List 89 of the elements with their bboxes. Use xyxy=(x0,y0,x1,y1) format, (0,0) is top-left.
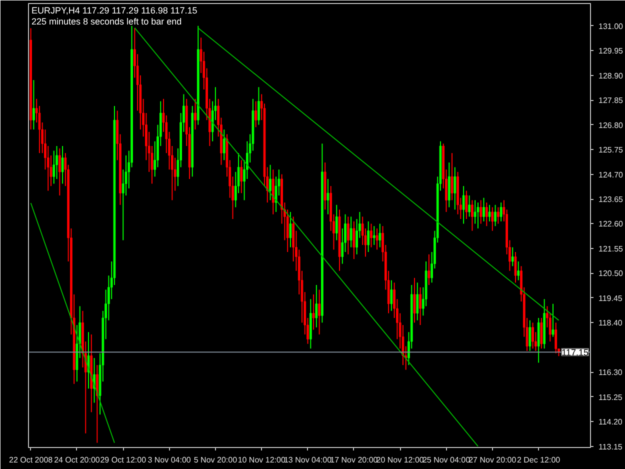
candlestick xyxy=(240,160,243,194)
y-tick-label: 124.70 xyxy=(598,170,624,180)
candlestick xyxy=(465,190,468,220)
candlestick xyxy=(428,254,430,286)
candlestick xyxy=(462,186,465,224)
candlestick xyxy=(87,332,90,390)
y-tick-label: 129.95 xyxy=(598,46,624,56)
x-tick-label: 5 Nov 20:00 xyxy=(194,456,238,464)
y-tick-label: 125.75 xyxy=(598,146,624,155)
candlestick xyxy=(532,322,534,350)
candlestick xyxy=(312,294,315,330)
candlestick xyxy=(326,178,330,215)
candlestick xyxy=(514,252,517,284)
candlestick xyxy=(537,317,540,364)
chart-title: EURJPY,H4 117.29 117.29 116.98 117.15 xyxy=(32,6,198,16)
candlestick xyxy=(346,216,350,255)
candlestick xyxy=(416,282,419,321)
candlestick xyxy=(222,129,226,161)
x-tick-label: 20 Nov 12:00 xyxy=(376,456,424,464)
candlestick xyxy=(194,98,196,130)
candlestick xyxy=(496,206,500,224)
y-tick-label: 113.15 xyxy=(598,442,623,452)
candlestick xyxy=(272,169,274,215)
candlestick xyxy=(454,166,456,210)
candlestick xyxy=(540,317,543,350)
candlestick xyxy=(56,146,58,180)
candlestick xyxy=(352,220,356,260)
y-tick-label: 128.90 xyxy=(598,71,624,80)
x-tick-label: 24 Oct 20:00 xyxy=(54,456,100,464)
candlestick xyxy=(376,228,378,250)
candlestick xyxy=(471,200,474,232)
y-tick-label: 114.20 xyxy=(598,418,623,427)
candlestick xyxy=(289,211,292,248)
y-tick-label: 127.85 xyxy=(598,96,624,106)
candlestick xyxy=(335,204,338,241)
candlestick xyxy=(58,148,61,196)
y-tick-label: 115.25 xyxy=(598,392,623,402)
candlestick xyxy=(254,100,258,128)
candlestick xyxy=(269,164,272,201)
text: 225 minutes 8 seconds left to bar end xyxy=(32,16,182,26)
candlestick xyxy=(554,322,558,354)
candlestick xyxy=(476,202,480,229)
candlestick xyxy=(372,226,376,246)
x-tick-label: 22 Oct 2008 xyxy=(9,456,54,464)
candlestick xyxy=(378,223,382,248)
candlestick xyxy=(511,246,514,267)
candlestick xyxy=(488,204,491,222)
candlestick xyxy=(448,162,450,208)
y-tick-label: 131.00 xyxy=(598,22,624,31)
candlestick xyxy=(390,280,393,312)
candlestick xyxy=(528,320,532,352)
candlestick xyxy=(450,152,454,201)
y-tick-label: 120.50 xyxy=(598,269,624,278)
candlestick xyxy=(258,86,260,126)
candlestick xyxy=(500,202,502,222)
candlestick xyxy=(468,194,471,218)
x-tick-label: 10 Nov 12:00 xyxy=(238,456,286,464)
candlestick xyxy=(32,80,35,130)
candlestick xyxy=(474,200,476,224)
y-tick-label: 116.30 xyxy=(598,368,623,378)
candlestick xyxy=(485,202,488,227)
x-tick-label: 17 Nov 20:00 xyxy=(330,456,378,464)
candlestick xyxy=(61,146,64,184)
candlestick xyxy=(491,206,494,232)
candlestick xyxy=(318,289,320,335)
y-tick-label: 123.65 xyxy=(598,195,624,204)
candlestick xyxy=(413,277,416,324)
y-tick-label: 121.55 xyxy=(598,244,624,254)
x-tick-label: 3 Nov 04:00 xyxy=(148,456,192,464)
candlestick xyxy=(494,204,496,227)
candlestick xyxy=(350,216,352,248)
candlestick xyxy=(52,150,56,184)
candlestick xyxy=(96,364,98,444)
y-tick-label: 122.60 xyxy=(598,220,624,229)
x-tick-label: 27 Nov 20:00 xyxy=(468,456,517,464)
candlestick xyxy=(482,197,485,222)
ref-line-label: 117.15 xyxy=(562,348,588,358)
x-tick-label: 2 Dec 12:00 xyxy=(517,456,561,464)
x-tick-label: 29 Oct 12:00 xyxy=(100,456,147,464)
y-tick-label: 126.80 xyxy=(598,120,624,130)
candlestick xyxy=(517,260,520,281)
candlestick xyxy=(370,223,372,248)
y-tick-label: 119.45 xyxy=(598,294,623,303)
candlestick xyxy=(552,303,554,338)
candlestick xyxy=(367,220,370,252)
y-tick-label: 118.40 xyxy=(598,318,623,328)
candlestick xyxy=(419,286,422,326)
candlestick xyxy=(315,284,318,328)
candlestick xyxy=(480,200,482,224)
